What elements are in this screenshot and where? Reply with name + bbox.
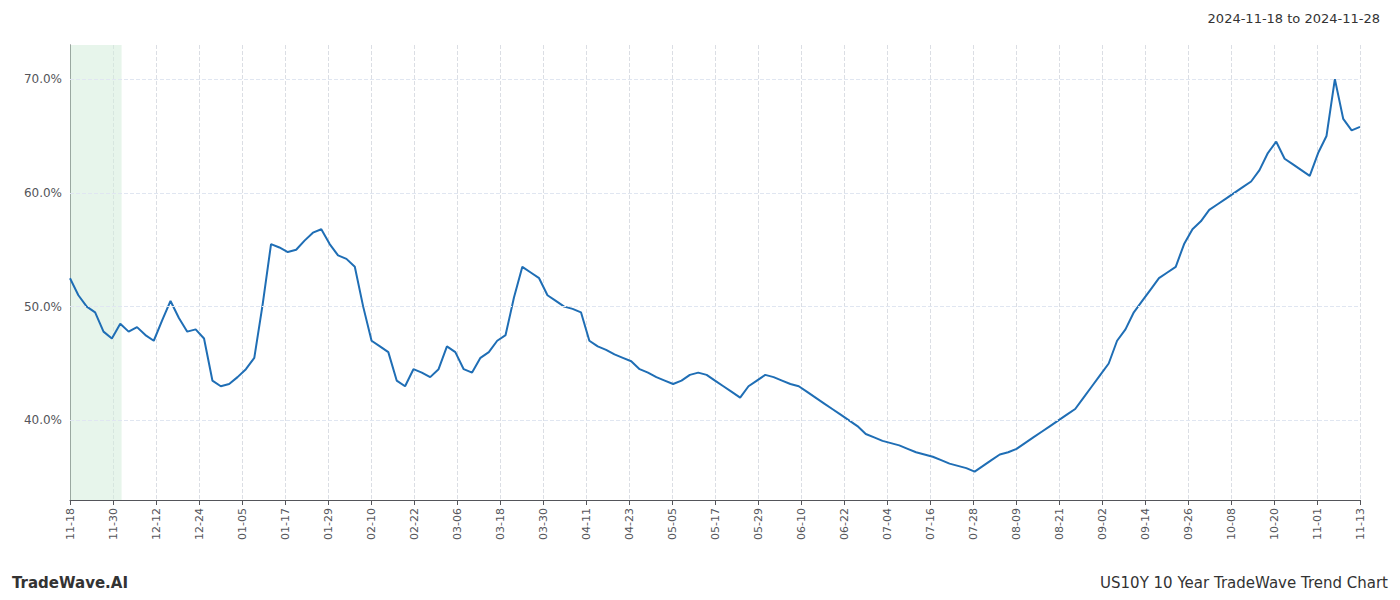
svg-text:10-08: 10-08	[1225, 508, 1238, 540]
svg-text:07-04: 07-04	[881, 508, 894, 540]
svg-text:50.0%: 50.0%	[24, 300, 62, 314]
svg-text:05-29: 05-29	[752, 508, 765, 540]
svg-text:11-01: 11-01	[1311, 508, 1324, 540]
svg-text:TradeWave.AI: TradeWave.AI	[12, 574, 128, 592]
svg-text:40.0%: 40.0%	[24, 413, 62, 427]
svg-text:03-30: 03-30	[537, 508, 550, 540]
svg-text:01-29: 01-29	[322, 508, 335, 540]
svg-text:12-24: 12-24	[193, 508, 206, 540]
svg-text:09-26: 09-26	[1182, 508, 1195, 540]
svg-text:11-13: 11-13	[1354, 508, 1367, 540]
svg-text:05-05: 05-05	[666, 508, 679, 540]
svg-text:05-17: 05-17	[709, 508, 722, 540]
svg-text:08-09: 08-09	[1010, 508, 1023, 540]
svg-text:60.0%: 60.0%	[24, 186, 62, 200]
svg-text:06-10: 06-10	[795, 508, 808, 540]
svg-text:09-14: 09-14	[1139, 508, 1152, 540]
svg-text:07-16: 07-16	[924, 508, 937, 540]
svg-text:01-05: 01-05	[236, 508, 249, 540]
svg-text:07-28: 07-28	[967, 508, 980, 540]
svg-text:04-11: 04-11	[580, 508, 593, 540]
svg-text:02-22: 02-22	[408, 508, 421, 540]
svg-text:01-17: 01-17	[279, 508, 292, 540]
svg-text:03-06: 03-06	[451, 508, 464, 540]
svg-text:11-18: 11-18	[64, 508, 77, 540]
svg-text:12-12: 12-12	[150, 508, 163, 540]
svg-text:US10Y 10 Year TradeWave Trend: US10Y 10 Year TradeWave Trend Chart	[1100, 574, 1388, 592]
svg-text:08-21: 08-21	[1053, 508, 1066, 540]
svg-text:2024-11-18 to 2024-11-28: 2024-11-18 to 2024-11-28	[1208, 11, 1380, 26]
svg-text:06-22: 06-22	[838, 508, 851, 540]
svg-text:11-30: 11-30	[107, 508, 120, 540]
svg-text:70.0%: 70.0%	[24, 72, 62, 86]
svg-text:03-18: 03-18	[494, 508, 507, 540]
svg-text:04-23: 04-23	[623, 508, 636, 540]
svg-text:10-20: 10-20	[1268, 508, 1281, 540]
svg-text:09-02: 09-02	[1096, 508, 1109, 540]
svg-text:02-10: 02-10	[365, 508, 378, 540]
